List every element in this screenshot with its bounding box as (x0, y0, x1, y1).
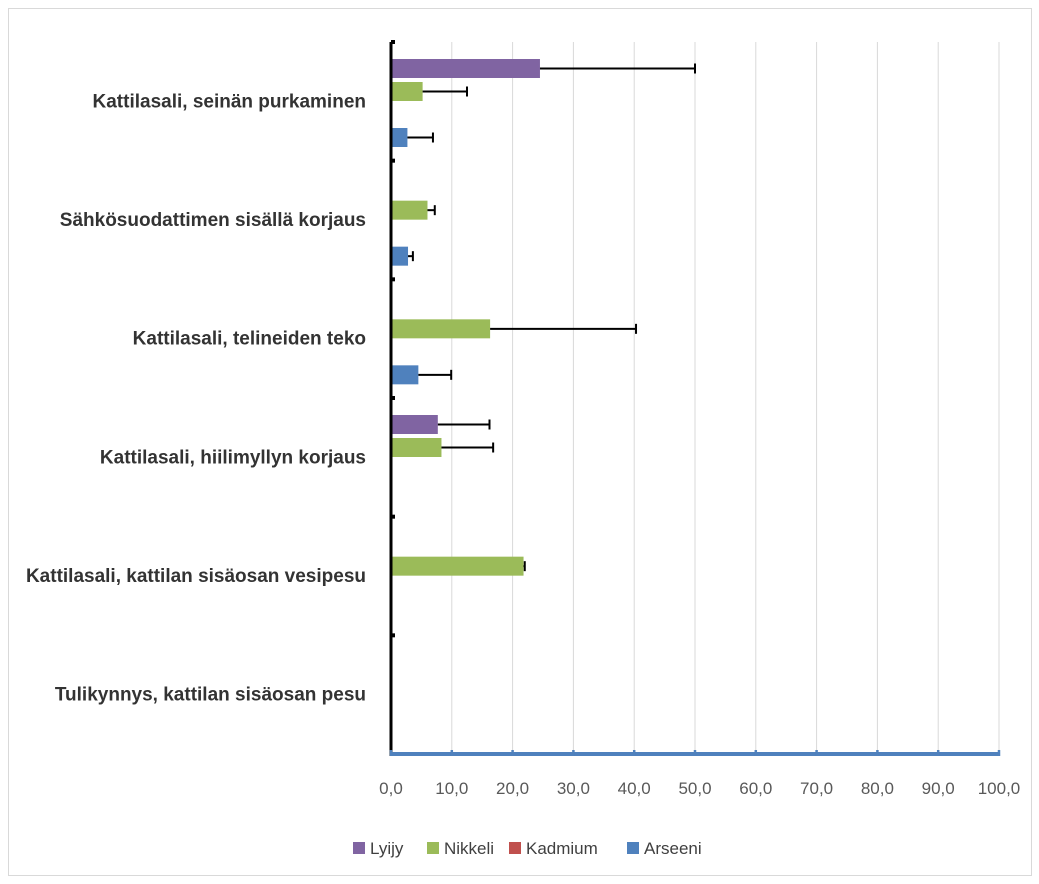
legend-label-kadmium: Kadmium (526, 839, 598, 858)
x-tick-label: 40,0 (618, 779, 651, 798)
legend-label-arseeni: Arseeni (644, 839, 702, 858)
x-tick-label: 0,0 (379, 779, 403, 798)
x-tick-label: 50,0 (678, 779, 711, 798)
legend: Lyijy Nikkeli Kadmium Arseeni (353, 839, 702, 858)
x-tick-label: 20,0 (496, 779, 529, 798)
legend-swatch-nikkeli (427, 842, 439, 854)
bar-arseeni (391, 246, 409, 266)
bar-nikkeli (391, 200, 428, 220)
x-tick-label: 10,0 (435, 779, 468, 798)
x-tick-label: 60,0 (739, 779, 772, 798)
bar-nikkeli (391, 82, 423, 101)
category-label: Kattilasali, telineiden teko (133, 329, 366, 350)
x-tick-label: 100,0 (978, 779, 1021, 798)
bar-lyijy (391, 59, 540, 78)
bars (391, 59, 540, 576)
axes (389, 40, 1001, 756)
bar-arseeni (391, 128, 408, 147)
x-tick-label: 90,0 (922, 779, 955, 798)
category-label: Kattilasali, seinän purkaminen (93, 91, 366, 112)
category-label: Kattilasali, kattilan sisäosan vesipesu (26, 566, 366, 587)
category-label: Kattilasali, hiilimyllyn korjaus (100, 447, 366, 468)
legend-label-lyijy: Lyijy (370, 839, 404, 858)
bar-nikkeli (391, 438, 442, 457)
bar-nikkeli (391, 556, 524, 576)
x-tick-label: 80,0 (861, 779, 894, 798)
bar-arseeni (391, 365, 419, 385)
legend-swatch-arseeni (627, 842, 639, 854)
legend-swatch-kadmium (509, 842, 521, 854)
chart-frame (8, 8, 1032, 876)
legend-swatch-lyijy (353, 842, 365, 854)
bar-lyijy (391, 415, 438, 434)
legend-label-nikkeli: Nikkeli (444, 839, 494, 858)
category-label: Tulikynnys, kattilan sisäosan pesu (55, 685, 366, 706)
error-bars (407, 63, 696, 572)
category-labels: Kattilasali, seinän purkaminen Sähkösuoda… (26, 91, 366, 705)
bar-nikkeli (391, 319, 491, 339)
gridlines (451, 42, 1000, 754)
x-tick-label: 70,0 (800, 779, 833, 798)
tick-labels: 0,0 10,0 20,0 30,0 40,0 50,0 60,0 70,0 80,0 90,0 1… (379, 779, 1020, 798)
x-tick-label: 30,0 (557, 779, 590, 798)
category-label: Sähkösuodattimen sisällä korjaus (60, 210, 366, 231)
